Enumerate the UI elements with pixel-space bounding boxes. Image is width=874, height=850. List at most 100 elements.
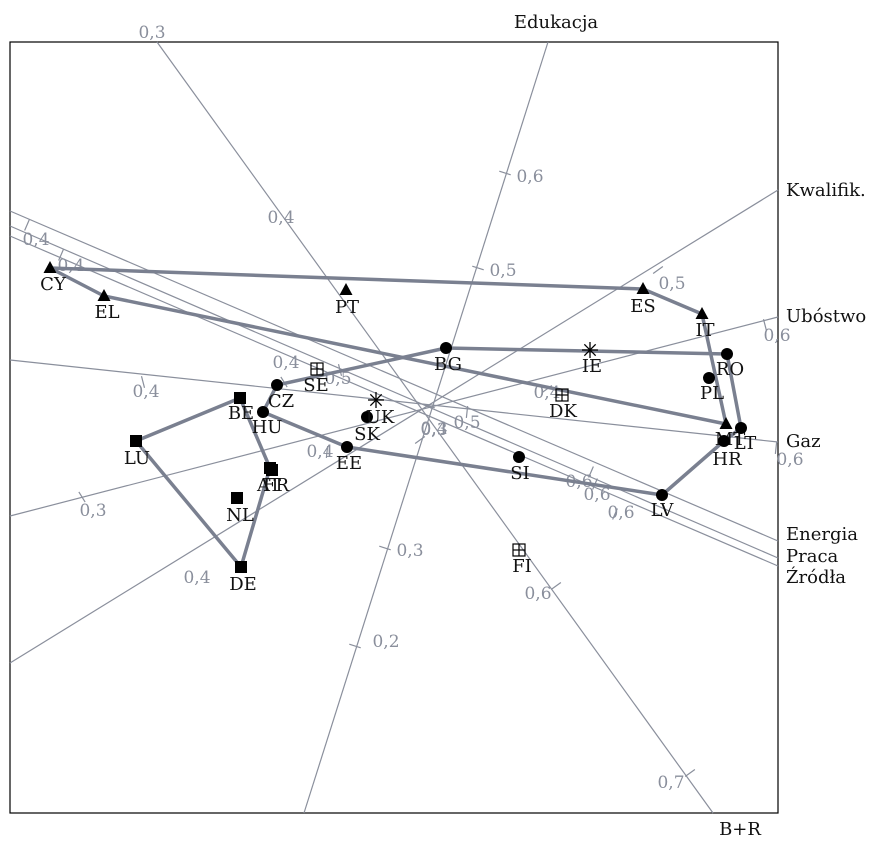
point-label-uk: UK	[366, 407, 395, 428]
axis-line-zrodla	[9, 235, 779, 567]
tick-label-edukacja: 0,5	[489, 261, 516, 281]
point-marker-ro	[721, 348, 733, 360]
axis-name-zrodla: Źródła	[786, 565, 846, 588]
tick-mark-zrodla	[588, 466, 594, 478]
point-marker-lt	[735, 422, 747, 434]
axis-name-gaz: Gaz	[786, 431, 821, 452]
tick-label-kwalifik: 0,4	[183, 568, 210, 588]
tick-label-kwalifik: 0,4	[272, 353, 299, 373]
point-label-pl: PL	[700, 383, 724, 404]
point-marker-cz	[271, 379, 283, 391]
point-label-si: SI	[510, 463, 529, 484]
hull-line-1	[49, 266, 728, 426]
point-marker-sk	[361, 411, 373, 423]
tick-label-edukacja: 0,4	[420, 419, 447, 439]
tick-label-b-r: 0,7	[657, 773, 684, 793]
point-label-pt: PT	[335, 297, 359, 318]
point-label-nl: NL	[226, 505, 254, 526]
point-marker-hr	[718, 435, 730, 447]
axis-line-ubostwo	[9, 316, 779, 517]
point-marker-fi	[512, 543, 526, 557]
point-marker-se	[310, 362, 324, 376]
point-label-fi: FI	[512, 556, 532, 577]
point-marker-nl	[231, 492, 243, 504]
tick-mark-b-r	[550, 582, 562, 590]
point-marker-ie-ray	[583, 343, 597, 357]
point-label-at: AT	[256, 475, 281, 496]
tick-label-gaz: 0,6	[776, 450, 803, 470]
tick-label-kwalifik: 0,3	[79, 501, 106, 521]
point-marker-si	[513, 451, 525, 463]
point-marker-pl	[703, 372, 715, 384]
point-label-ee: EE	[336, 453, 362, 474]
axis-name-ubostwo: Ubóstwo	[786, 306, 866, 327]
point-label-lu: LU	[124, 448, 150, 469]
point-label-lv: LV	[651, 500, 675, 521]
point-label-ie: IE	[582, 356, 602, 377]
tick-label-praca: 0,4	[57, 256, 84, 276]
axis-line-b-r	[156, 41, 714, 814]
tick-mark-energia	[24, 219, 30, 231]
tick-label-b-r: 0,3	[420, 420, 447, 440]
point-marker-uk-ray	[369, 393, 383, 407]
point-label-el: EL	[94, 302, 119, 323]
tick-mark-edukacja	[379, 545, 391, 551]
tick-label-energia: 0,6	[583, 485, 610, 505]
tick-mark-gaz	[774, 441, 778, 455]
point-label-be: BE	[228, 403, 254, 424]
tick-label-ubostwo: 0,6	[763, 326, 790, 346]
point-marker-hu	[257, 406, 269, 418]
axis-line-praca	[9, 225, 779, 559]
tick-label-edukacja: 0,6	[516, 167, 543, 187]
point-marker-bg	[440, 342, 452, 354]
tick-mark-praca	[612, 508, 618, 520]
axis-name-praca: Praca	[786, 546, 839, 567]
point-label-de: DE	[229, 574, 257, 595]
point-marker-lu	[130, 435, 142, 447]
point-marker-it	[695, 307, 709, 319]
point-label-sk: SK	[354, 424, 380, 445]
point-marker-lv	[656, 489, 668, 501]
tick-label-edukacja: 0,2	[372, 632, 399, 652]
point-label-hu: HU	[252, 417, 283, 438]
point-label-ro: RO	[716, 359, 744, 380]
point-marker-de	[235, 561, 247, 573]
point-marker-uk	[368, 392, 384, 408]
tick-label-energia: 0,4	[22, 230, 49, 250]
tick-mark-b-r	[652, 266, 664, 274]
point-label-cz: CZ	[268, 391, 294, 412]
axis-name-energia: Energia	[786, 524, 858, 545]
tick-mark-b-r	[414, 436, 426, 444]
point-label-dk: DK	[549, 401, 577, 422]
tick-mark-ubostwo	[762, 319, 768, 331]
tick-mark-edukacja	[499, 170, 511, 176]
axis-line-energia	[9, 210, 779, 542]
point-label-it: IT	[695, 320, 714, 341]
tick-label-edukacja: 0,3	[396, 541, 423, 561]
tick-mark-ubostwo	[140, 376, 146, 388]
point-marker-ee	[341, 441, 353, 453]
point-label-es: ES	[630, 296, 655, 317]
point-marker-fr	[266, 464, 278, 476]
tick-label-b-r: 0,6	[524, 584, 551, 604]
tick-mark-edukacja	[349, 643, 361, 649]
biplot-axes: Edukacja0,20,30,40,50,6Kwalifik.0,30,4Ub…	[9, 12, 866, 840]
point-label-hr: HR	[712, 449, 742, 470]
point-label-cy: CY	[40, 274, 67, 295]
tick-label-b-r: 0,4	[267, 208, 294, 228]
point-marker-es	[636, 282, 650, 294]
point-marker-el	[97, 289, 111, 301]
point-label-bg: BG	[434, 354, 462, 375]
axis-line-kwalifik	[9, 189, 779, 664]
tick-mark-b-r	[684, 769, 696, 777]
tick-label-b-r: 0,5	[658, 274, 685, 294]
tick-label-b-r: 0,3	[138, 23, 165, 43]
point-marker-cy	[43, 261, 57, 273]
point-marker-ie	[582, 342, 598, 358]
tick-mark-edukacja	[472, 265, 484, 271]
tick-mark-gaz	[325, 445, 329, 459]
tick-label-gaz: 0,4	[306, 442, 333, 462]
plot-frame	[9, 41, 779, 814]
axis-name-kwalifik: Kwalifik.	[786, 180, 866, 201]
